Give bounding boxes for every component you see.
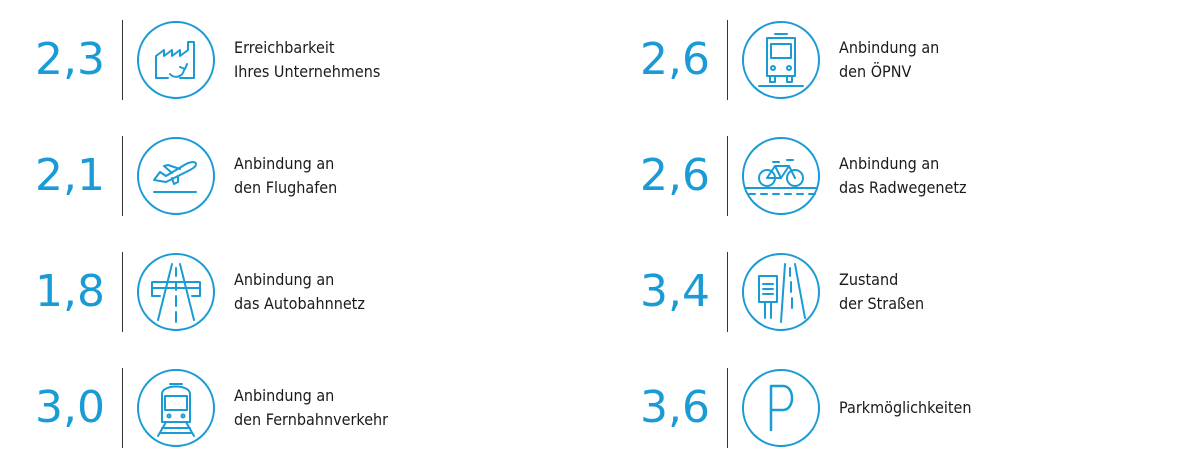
divider — [122, 252, 123, 332]
rating-label: Anbindung an das Radwegenetz — [839, 136, 1109, 216]
label-line-1: Anbindung an — [234, 154, 335, 173]
divider — [122, 20, 123, 100]
rating-score: 3,4 — [640, 266, 710, 317]
rating-score: 3,0 — [35, 382, 105, 433]
rating-score: 2,6 — [640, 150, 710, 201]
divider — [122, 136, 123, 216]
rating-score: 1,8 — [35, 266, 105, 317]
divider — [727, 368, 728, 448]
label-line-2: den Flughafen — [234, 178, 338, 197]
label-line-2: das Autobahnnetz — [234, 294, 365, 313]
factory-icon — [136, 20, 216, 100]
rating-score: 2,1 — [35, 150, 105, 201]
rating-label: Parkmöglichkeiten — [839, 368, 1109, 448]
rating-item-road-condition: 3,4 Zustand der Straßen — [625, 252, 1185, 332]
airplane-icon — [136, 136, 216, 216]
label-line-2: das Radwegenetz — [839, 178, 967, 197]
divider — [727, 20, 728, 100]
bicycle-icon — [741, 136, 821, 216]
rating-item-highway: 1,8 Anbindung an das Autobahnnetz — [20, 252, 580, 332]
label-line-1: Erreichbarkeit — [234, 38, 335, 57]
rating-label: Anbindung an den Fernbahnverkehr — [234, 368, 504, 448]
label-line-2: den ÖPNV — [839, 62, 912, 81]
divider — [727, 252, 728, 332]
rating-item-company-accessibility: 2,3 Erreichbarkeit Ihres Unternehmens — [20, 20, 580, 100]
rating-label: Anbindung an den ÖPNV — [839, 20, 1109, 100]
label-line-2: Ihres Unternehmens — [234, 62, 381, 81]
rating-label: Anbindung an den Flughafen — [234, 136, 504, 216]
label-line-1: Anbindung an — [234, 386, 335, 405]
label-line-1: Anbindung an — [839, 38, 940, 57]
rating-label: Anbindung an das Autobahnnetz — [234, 252, 504, 332]
parking-icon — [741, 368, 821, 448]
rating-item-parking: 3,6 Parkmöglichkeiten — [625, 368, 1185, 448]
rating-item-cycle-network: 2,6 Anbindung an das Radwegenetz — [625, 136, 1185, 216]
label-line-1: Anbindung an — [839, 154, 940, 173]
highway-icon — [136, 252, 216, 332]
rating-item-long-distance-rail: 3,0 Anbindung an den Fernbahnverkehr — [20, 368, 580, 448]
label-line-1: Anbindung an — [234, 270, 335, 289]
bus-icon — [741, 20, 821, 100]
rating-item-public-transport: 2,6 Anbindung an den ÖPNV — [625, 20, 1185, 100]
rating-label: Erreichbarkeit Ihres Unternehmens — [234, 20, 504, 100]
label-line-1: Zustand — [839, 270, 899, 289]
divider — [122, 368, 123, 448]
rating-score: 3,6 — [640, 382, 710, 433]
rating-score: 2,3 — [35, 34, 105, 85]
label-line-1: Parkmöglichkeiten — [839, 398, 972, 417]
label-line-2: den Fernbahnverkehr — [234, 410, 389, 429]
rating-item-airport: 2,1 Anbindung an den Flughafen — [20, 136, 580, 216]
label-line-2: der Straßen — [839, 294, 925, 313]
rating-score: 2,6 — [640, 34, 710, 85]
divider — [727, 136, 728, 216]
rating-label: Zustand der Straßen — [839, 252, 1109, 332]
train-icon — [136, 368, 216, 448]
road-sign-icon — [741, 252, 821, 332]
